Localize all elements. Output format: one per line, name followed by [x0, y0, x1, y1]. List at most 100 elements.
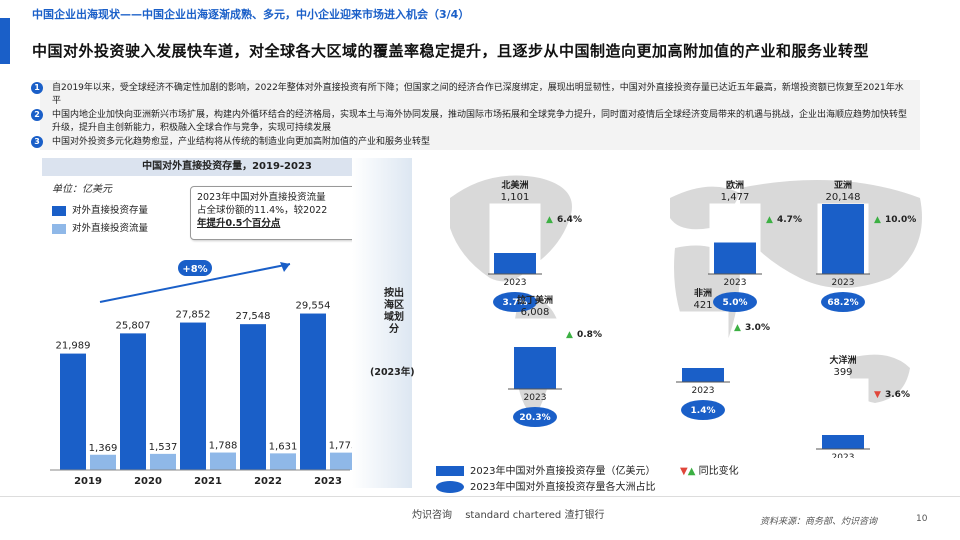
region-change: 4.7%	[777, 215, 802, 225]
region-year: (2023年)	[370, 367, 415, 378]
page-title: 中国对外投资驶入发展快车道，对全球各大区域的覆盖率稳定提升，且逐步从中国制造向更…	[32, 42, 870, 60]
x-tick-label: 2020	[134, 476, 162, 487]
footer-logo: 灼识咨询 standard chartered 渣打银行	[412, 506, 604, 521]
accent-bar	[0, 18, 10, 64]
region-share-ellipse	[821, 292, 865, 312]
up-triangle-icon: ▲	[874, 215, 881, 225]
bar-label-stock: 27,852	[176, 310, 211, 321]
region-6: 大洋洲39920231.4%▼3.6%	[816, 354, 910, 458]
region-share: 20.3%	[519, 413, 550, 423]
point-number: 1	[31, 82, 43, 94]
region-value: 1,477	[721, 192, 750, 203]
bar-flow-2020	[150, 453, 176, 470]
up-triangle-icon: ▲	[566, 330, 573, 340]
legend-label: 2023年中国对外直接投资存量各大洲占比	[470, 482, 656, 493]
logo-text: 灼识咨询	[412, 510, 452, 521]
region-name: 亚洲	[834, 180, 852, 191]
region-year: 2023	[692, 386, 715, 396]
key-points-panel: 1 自2019年以来，受全球经济不确定性加剧的影响，2022年整体对外直接投资有…	[31, 80, 920, 150]
bar-flow-2021	[210, 452, 236, 470]
region-share-ellipse	[681, 400, 725, 420]
callout-line: 2023年中国对外直接投资流量	[197, 192, 326, 203]
up-triangle-icon: ▲	[734, 323, 741, 333]
region-bar	[822, 204, 864, 274]
up-triangle-icon: ▲	[687, 466, 696, 477]
legend-swatch-flow	[52, 223, 66, 234]
bar-stock-2021	[180, 322, 206, 470]
growth-badge-text: +8%	[182, 264, 207, 275]
divider-panel	[352, 158, 412, 488]
unit-label: 单位：亿美元	[52, 184, 112, 195]
region-change: 6.4%	[557, 215, 582, 225]
bar-label-stock: 27,548	[236, 311, 271, 322]
legend-flow: 对外直接投资流量	[52, 220, 148, 234]
region-share: 1.4%	[691, 406, 716, 416]
region-share-ellipse	[493, 292, 537, 312]
point-text: 中国对外投资多元化趋势愈显，产业结构将从传统的制造业向更加高附加值的产业和服务业…	[52, 137, 431, 147]
point-number: 3	[31, 136, 43, 148]
bar-flow-2023	[330, 452, 356, 470]
region-share: 3.7%	[503, 298, 528, 308]
region-bar	[822, 435, 864, 449]
point-number: 2	[31, 109, 43, 121]
map-legend-ellipse: 2023年中国对外直接投资存量各大洲占比	[436, 478, 655, 493]
growth-arrow: +8%	[99, 260, 291, 303]
region-year: 2023	[524, 393, 547, 403]
region-share-ellipse	[713, 292, 757, 312]
bar-label-stock: 21,989	[56, 341, 91, 352]
legend-label: 同比变化	[698, 466, 739, 477]
region-change: 0.8%	[577, 330, 602, 340]
legend-label: 对外直接投资存量	[72, 205, 149, 216]
region-label: 按出海区域划分	[384, 288, 404, 335]
bar-label-flow: 1,788	[209, 441, 238, 452]
legend-swatch-bar	[436, 466, 464, 476]
region-year: 2023	[832, 453, 855, 458]
point-2: 2 中国内地企业加快向亚洲新兴市场扩展，构建内外循环结合的经济格局，实现本土与海…	[31, 109, 910, 135]
legend-swatch-stock	[52, 205, 66, 216]
x-tick-label: 2021	[194, 476, 222, 487]
region-share-ellipse	[513, 407, 557, 427]
header-subtitle: 中国企业出海现状——中国企业出海逐渐成熟、多元，中小企业迎来市场进入机会（3/4…	[32, 8, 470, 21]
bar-chart: 21,989 1,369 2019 25,807 1,537 2020 27,852 1,78…	[50, 260, 357, 487]
region-name: 欧洲	[726, 179, 744, 191]
chart-title: 中国对外直接投资存量，2019-2023	[42, 158, 412, 176]
down-triangle-icon: ▼	[680, 466, 688, 477]
region-name: 北美洲	[501, 179, 528, 191]
source-note: 资料来源：商务部、灼识咨询	[760, 517, 878, 527]
region-bar	[714, 242, 756, 274]
down-triangle-icon: ▼	[874, 390, 881, 400]
callout-line: 年提升0.5个百分点	[197, 218, 281, 229]
legend-label: 2023年中国对外直接投资存量（亿美元）	[470, 466, 656, 477]
point-1: 1 自2019年以来，受全球经济不确定性加剧的影响，2022年整体对外直接投资有…	[31, 82, 910, 108]
region-change: 3.0%	[745, 323, 770, 333]
bar-stock-2019	[60, 353, 86, 470]
bar-flow-2019	[90, 454, 116, 470]
bar-label-flow: 1,631	[269, 441, 298, 452]
bar-label-stock: 25,807	[116, 320, 151, 331]
partner-text: standard chartered 渣打银行	[465, 510, 605, 521]
bar-label-flow: 1,369	[89, 443, 118, 454]
region-share: 5.0%	[723, 298, 748, 308]
bar-label-stock: 29,554	[296, 301, 331, 312]
region-bar	[682, 368, 724, 382]
bar-flow-2022	[270, 453, 296, 470]
region-share: 68.2%	[827, 298, 858, 308]
up-triangle-icon: ▲	[766, 215, 773, 225]
point-text: 中国内地企业加快向亚洲新兴市场扩展，构建内外循环结合的经济格局，实现本土与海外协…	[52, 110, 908, 133]
x-tick-label: 2019	[74, 476, 102, 487]
callout-line: 占全球份额的11.4%，较2022	[197, 205, 328, 216]
bar-stock-2020	[120, 333, 146, 470]
up-triangle-icon: ▲	[546, 215, 553, 225]
legend-swatch-ellipse	[436, 481, 464, 493]
bar-stock-2022	[240, 324, 266, 470]
region-change: 3.6%	[885, 390, 910, 400]
bar-label-flow: 1,537	[149, 442, 178, 453]
region-bar	[514, 347, 556, 389]
point-3: 3 中国对外投资多元化趋势愈显，产业结构将从传统的制造业向更加高附加值的产业和服…	[31, 136, 910, 149]
point-text: 自2019年以来，受全球经济不确定性加剧的影响，2022年整体对外直接投资有所下…	[52, 83, 904, 106]
region-name: 拉丁美洲	[517, 294, 553, 306]
